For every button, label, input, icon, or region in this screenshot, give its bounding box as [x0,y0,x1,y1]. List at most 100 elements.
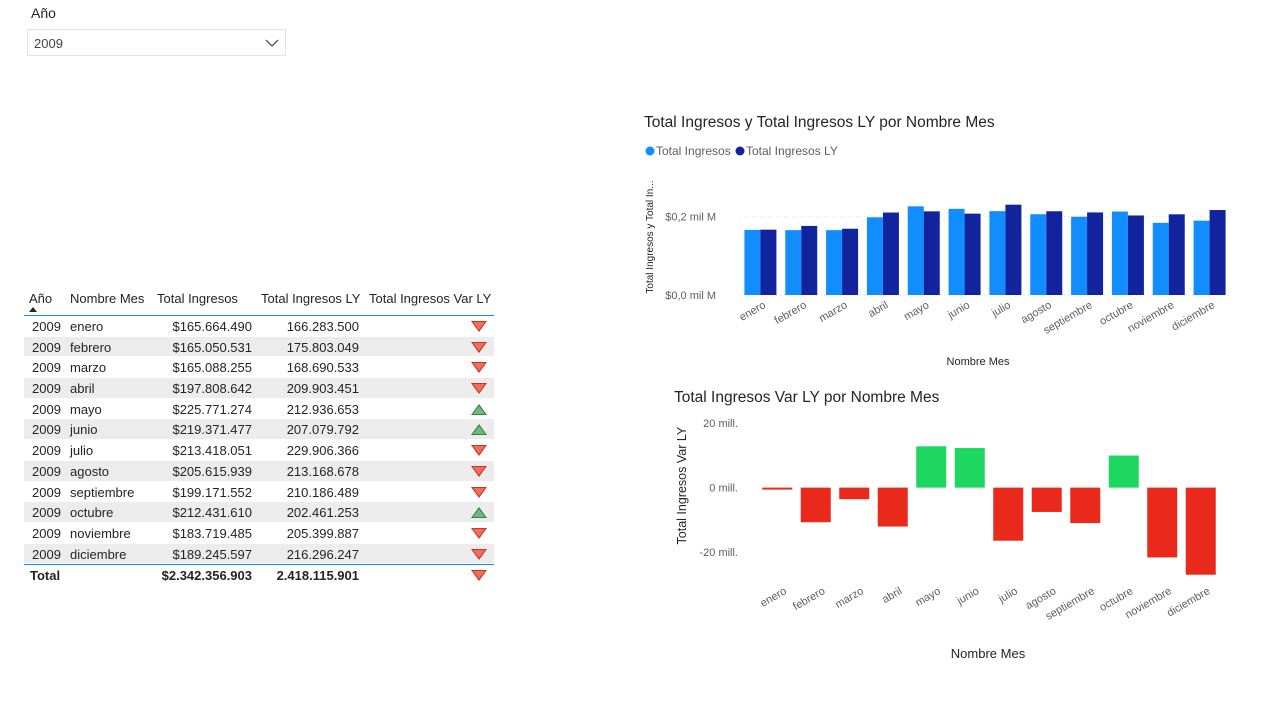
bar-ingresos-ly [801,225,818,295]
cell-year: 2009 [32,484,61,500]
table-row[interactable]: 2009 enero $165.664.490 166.283.500 [24,316,494,337]
cell-ingresos-ly: 209.903.451 [286,381,359,397]
y-tick-label: $0,0 mil M [665,290,716,302]
sort-ascending-icon [29,307,37,312]
cell-month: septiembre [70,484,135,500]
table-body: 2009 enero $165.664.490 166.283.500 2009 febr… [24,316,494,565]
legend-label: Total Ingresos LY [746,144,838,158]
bar-ingresos-ly [1087,212,1104,295]
x-tick-label: enero [738,299,768,323]
bar-negative [993,487,1024,541]
bar-ingresos [1193,220,1210,295]
bar-negative [1070,487,1101,524]
trend-up-icon [471,403,487,415]
cell-month: octubre [70,505,114,521]
x-tick-label: mayo [902,299,931,323]
table-row[interactable]: 2009 mayo $225.771.274 212.936.653 [24,399,494,420]
year-slicer-title: Año [31,5,56,21]
bar-ingresos-ly [1168,214,1185,295]
legend-label: Total Ingresos [656,144,731,158]
bar-ingresos-ly [760,229,777,295]
x-tick-label: mayo [913,585,942,609]
trend-up-icon [471,507,487,519]
trend-down-icon [471,383,487,395]
x-tick-label: julio [996,585,1020,606]
y-tick-label: 20 mill. [703,418,738,430]
bar-negative [1147,487,1178,558]
x-tick-label: enero [758,585,788,609]
bar-negative [1031,487,1062,512]
cell-year: 2009 [32,401,61,417]
cell-year: 2009 [32,463,61,479]
col-header-month[interactable]: Nombre Mes [70,291,145,306]
bar-ingresos [1152,222,1169,295]
revenue-table: Año Nombre Mes Total Ingresos Total Ingr… [24,287,494,586]
total-label: Total [30,568,61,584]
bar-ingresos [826,230,843,295]
bar-ingresos-ly [1046,211,1063,295]
trend-down-icon [471,465,487,477]
year-slicer-dropdown[interactable]: 2009 [27,29,286,56]
cell-year: 2009 [32,381,61,397]
x-tick-label: marzo [817,299,849,325]
trend-down-icon [471,486,487,498]
x-tick-label: marzo [833,585,865,611]
chart2-variance-bar: 20 mill. 0 mill. -20 mill. Total Ingresos V… [675,418,1216,661]
table-row[interactable]: 2009 noviembre $183.719.485 205.399.887 [24,523,494,544]
col-header-var-ly[interactable]: Total Ingresos Var LY [369,291,492,306]
table-row[interactable]: 2009 julio $213.418.051 229.906.366 [24,440,494,461]
cell-year: 2009 [32,360,61,376]
table-row[interactable]: 2009 junio $219.371.477 207.079.792 [24,419,494,441]
col-header-year[interactable]: Año [29,291,53,306]
table-row[interactable]: 2009 diciembre $189.245.597 216.296.247 [24,543,494,565]
chart1-title: Total Ingresos y Total Ingresos LY por N… [644,114,995,131]
x-tick-label: abril [866,299,890,320]
table-row[interactable]: 2009 octubre $212.431.610 202.461.253 [24,502,494,523]
x-axis-label: Nombre Mes [947,356,1010,368]
table-row[interactable]: 2009 agosto $205.615.939 213.168.678 [24,460,494,482]
x-tick-label: junio [945,299,972,322]
total-ingresos-ly: 2.418.115.901 [276,568,359,584]
legend-marker [645,146,655,156]
table-header: Año Nombre Mes Total Ingresos Total Ingr… [24,287,494,316]
cell-year: 2009 [32,339,61,355]
cell-ingresos: $165.664.490 [172,319,252,334]
bar-ingresos [744,229,761,295]
x-tick-label: junio [954,585,981,608]
chevron-down-icon [265,39,279,47]
bar-ingresos-ly [1209,210,1226,295]
trend-down-icon [471,527,487,539]
cell-ingresos: $183.719.485 [172,525,252,541]
trend-up-icon [471,424,487,436]
x-tick-label: diciembre [1170,299,1217,333]
trend-down-icon [471,548,487,560]
cell-year: 2009 [32,422,61,438]
cell-year: 2009 [32,443,61,459]
cell-ingresos-ly: 207.079.792 [286,422,359,438]
y-axis-label: Total Ingresos Var LY [675,426,689,544]
x-tick-label: diciembre [1165,585,1212,619]
col-header-ingresos-ly[interactable]: Total Ingresos LY [261,291,361,306]
cell-month: marzo [70,360,107,376]
y-tick-label: -20 mill. [699,547,738,559]
bar-positive [916,446,947,488]
cell-ingresos: $199.171.552 [172,484,252,500]
x-axis-label: Nombre Mes [951,646,1026,661]
cell-month: diciembre [70,546,127,562]
cell-ingresos: $225.771.274 [172,401,252,417]
bar-negative [800,487,831,523]
table-row[interactable]: 2009 abril $197.808.642 209.903.451 [24,378,494,399]
bar-ingresos [1111,211,1128,295]
col-header-ingresos[interactable]: Total Ingresos [157,291,238,306]
chart1-clustered-bar: Total Ingresos Total Ingresos LY $0,0 mil … [645,144,1230,368]
cell-year: 2009 [32,546,61,562]
y-axis-label: Total Ingresos y Total In... [645,180,656,293]
y-tick-label: $0,2 mil M [665,211,716,223]
cell-ingresos-ly: 210.186.489 [286,484,359,500]
table-row[interactable]: 2009 febrero $165.050.531 175.803.049 [24,336,494,358]
bar-ingresos [785,230,802,295]
table-row[interactable]: 2009 septiembre $199.171.552 210.186.489 [24,482,494,503]
cell-ingresos: $197.808.642 [172,381,252,397]
total-trend-down-icon [471,570,487,582]
table-row[interactable]: 2009 marzo $165.088.255 168.690.533 [24,357,494,379]
